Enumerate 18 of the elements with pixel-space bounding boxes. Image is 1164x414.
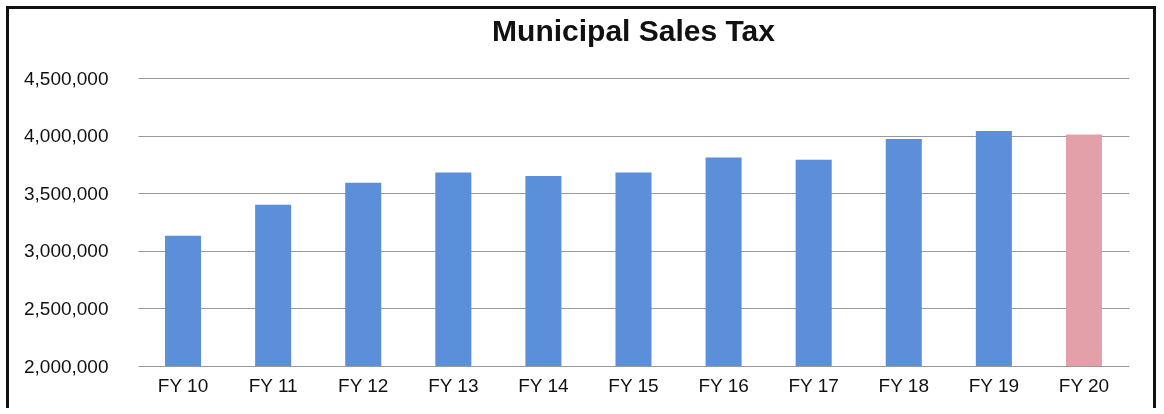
x-tick-label: FY 15 [608,374,659,396]
x-tick-label: FY 11 [248,374,298,396]
y-tick-label: 2,000,000 [23,355,109,377]
x-tick-label: FY 14 [518,374,570,396]
y-tick-label: 4,500,000 [23,67,109,89]
y-tick-label: 4,000,000 [23,125,109,147]
x-tick-label: FY 13 [428,374,479,396]
y-tick-label: 2,500,000 [23,297,109,319]
x-tick-label: FY 19 [968,374,1020,396]
x-tick-label: FY 12 [338,374,389,396]
x-tick-label: FY 16 [698,374,749,396]
y-tick-label: 3,000,000 [23,240,109,262]
y-tick-label: 3,500,000 [23,182,109,204]
chart-title: Municipal Sales Tax [492,14,776,47]
x-tick-label: FY 18 [878,374,929,396]
x-tick-label: FY 20 [1058,374,1110,396]
x-tick-label: FY 10 [157,374,209,396]
x-tick-label: FY 17 [788,374,839,396]
